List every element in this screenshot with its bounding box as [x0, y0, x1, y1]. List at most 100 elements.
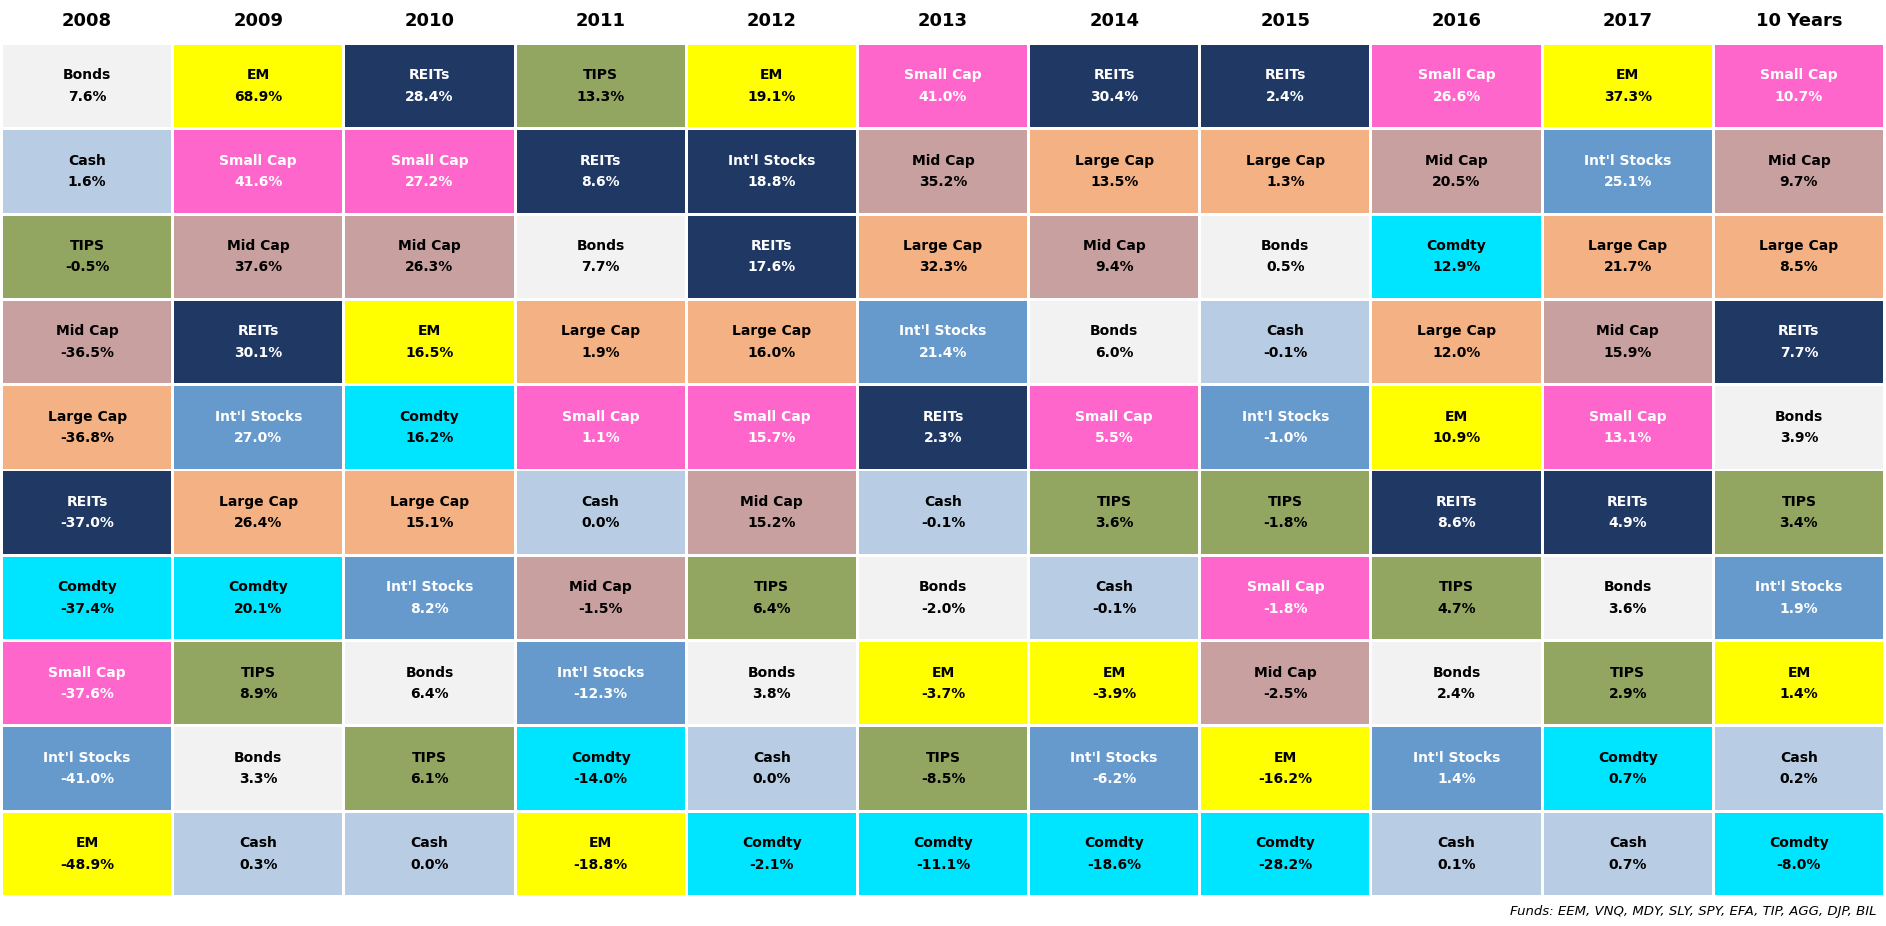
Bar	[517, 45, 685, 127]
Bar	[688, 301, 856, 383]
Text: TIPS: TIPS	[1611, 666, 1645, 680]
Bar	[1543, 301, 1712, 383]
Text: Cash: Cash	[753, 751, 790, 765]
Bar	[688, 131, 856, 213]
Text: REITs: REITs	[751, 239, 792, 253]
Text: -3.7%: -3.7%	[920, 687, 966, 701]
Bar	[345, 557, 513, 639]
Text: EM: EM	[588, 836, 613, 850]
Text: Cash: Cash	[68, 154, 106, 168]
Bar	[4, 728, 172, 809]
Text: 1.1%: 1.1%	[581, 431, 620, 445]
Text: 6.4%: 6.4%	[753, 602, 790, 616]
Text: Bonds: Bonds	[747, 666, 796, 680]
Bar	[1543, 557, 1712, 639]
Bar	[1714, 642, 1882, 724]
Text: 2008: 2008	[62, 12, 111, 30]
Text: 6.4%: 6.4%	[409, 687, 449, 701]
Text: 10 Years: 10 Years	[1756, 12, 1843, 30]
Bar	[1373, 301, 1541, 383]
Bar	[1373, 642, 1541, 724]
Bar	[345, 216, 513, 298]
Text: TIPS: TIPS	[754, 581, 790, 594]
Text: 8.6%: 8.6%	[581, 175, 620, 189]
Bar	[4, 216, 172, 298]
Text: Comdty: Comdty	[228, 581, 289, 594]
Bar	[1030, 557, 1198, 639]
Text: -1.8%: -1.8%	[1264, 517, 1307, 531]
Text: 27.2%: 27.2%	[405, 175, 455, 189]
Text: Bonds: Bonds	[405, 666, 453, 680]
Text: TIPS: TIPS	[1782, 495, 1816, 509]
Bar	[858, 813, 1028, 895]
Text: EM: EM	[75, 836, 98, 850]
Text: 0.0%: 0.0%	[753, 772, 790, 786]
Bar	[1714, 728, 1882, 809]
Text: Cash: Cash	[1266, 324, 1305, 338]
Text: 6.0%: 6.0%	[1096, 345, 1133, 359]
Text: TIPS: TIPS	[70, 239, 104, 253]
Text: 3.3%: 3.3%	[240, 772, 277, 786]
Text: Large Cap: Large Cap	[390, 495, 470, 509]
Text: 21.4%: 21.4%	[918, 345, 968, 359]
Text: EM: EM	[760, 69, 783, 82]
Text: Cash: Cash	[1609, 836, 1646, 850]
Bar	[688, 642, 856, 724]
Text: 32.3%: 32.3%	[918, 260, 968, 274]
Bar	[1030, 131, 1198, 213]
Bar	[1714, 386, 1882, 469]
Text: 15.2%: 15.2%	[747, 517, 796, 531]
Bar	[1030, 728, 1198, 809]
Bar	[174, 728, 343, 809]
Text: 2012: 2012	[747, 12, 796, 30]
Bar	[1543, 131, 1712, 213]
Text: 2010: 2010	[404, 12, 455, 30]
Bar	[1373, 557, 1541, 639]
Bar	[345, 131, 513, 213]
Bar	[4, 642, 172, 724]
Text: Comdty: Comdty	[1256, 836, 1315, 850]
Text: REITs: REITs	[1607, 495, 1648, 509]
Bar	[517, 471, 685, 554]
Text: Large Cap: Large Cap	[219, 495, 298, 509]
Text: 0.0%: 0.0%	[409, 857, 449, 871]
Bar	[1201, 471, 1369, 554]
Text: REITs: REITs	[238, 324, 279, 338]
Text: -0.1%: -0.1%	[1264, 345, 1307, 359]
Text: -37.4%: -37.4%	[60, 602, 113, 616]
Bar	[1201, 557, 1369, 639]
Text: Small Cap: Small Cap	[903, 69, 983, 82]
Text: REITs: REITs	[1435, 495, 1477, 509]
Text: Mid Cap: Mid Cap	[57, 324, 119, 338]
Bar	[1201, 131, 1369, 213]
Text: Mid Cap: Mid Cap	[398, 239, 460, 253]
Text: -37.0%: -37.0%	[60, 517, 113, 531]
Text: 1.4%: 1.4%	[1437, 772, 1477, 786]
Bar	[174, 642, 343, 724]
Bar	[4, 45, 172, 127]
Text: Comdty: Comdty	[571, 751, 630, 765]
Bar	[517, 301, 685, 383]
Text: 4.9%: 4.9%	[1609, 517, 1646, 531]
Text: Bonds: Bonds	[1090, 324, 1139, 338]
Text: 0.7%: 0.7%	[1609, 857, 1646, 871]
Text: 0.3%: 0.3%	[240, 857, 277, 871]
Bar	[174, 557, 343, 639]
Text: Bonds: Bonds	[1262, 239, 1309, 253]
Text: -36.5%: -36.5%	[60, 345, 113, 359]
Bar	[4, 386, 172, 469]
Text: Cash: Cash	[924, 495, 962, 509]
Text: EM: EM	[419, 324, 441, 338]
Text: REITs: REITs	[922, 409, 964, 424]
Text: 15.7%: 15.7%	[747, 431, 796, 445]
Bar	[688, 45, 856, 127]
Text: 12.0%: 12.0%	[1431, 345, 1481, 359]
Text: -12.3%: -12.3%	[573, 687, 628, 701]
Bar	[4, 301, 172, 383]
Text: -16.2%: -16.2%	[1258, 772, 1313, 786]
Bar	[1714, 216, 1882, 298]
Text: 3.6%: 3.6%	[1609, 602, 1646, 616]
Text: Cash: Cash	[581, 495, 620, 509]
Text: Mid Cap: Mid Cap	[1254, 666, 1316, 680]
Text: 13.3%: 13.3%	[577, 90, 624, 104]
